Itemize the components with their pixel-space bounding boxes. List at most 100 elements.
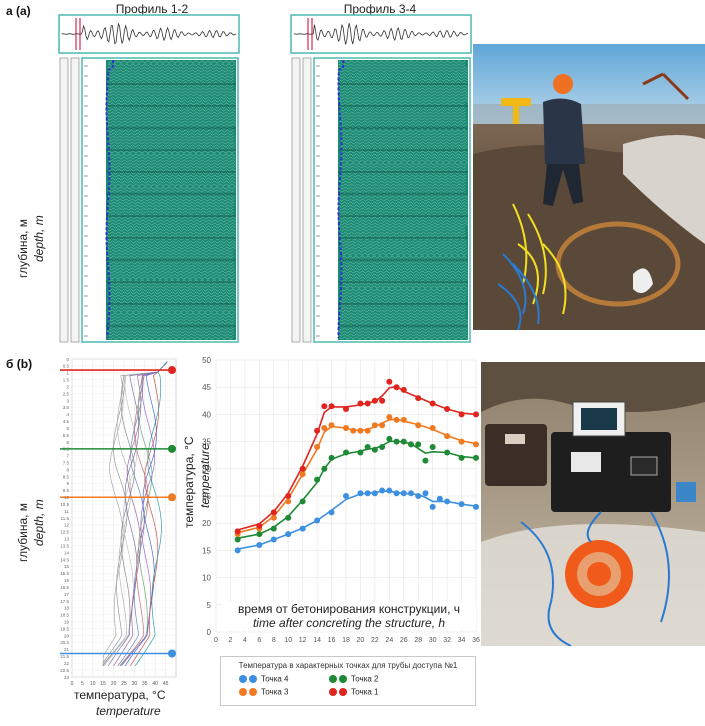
series-point — [314, 476, 321, 483]
depth-y-tick: 9.5 — [63, 488, 70, 493]
depth-curve — [113, 361, 168, 667]
series-point — [299, 498, 306, 505]
series-point — [444, 449, 451, 456]
depth-curve — [107, 361, 168, 667]
depth-y-tick: 17.5 — [60, 599, 69, 604]
series-point — [234, 528, 241, 535]
main-x-tick: 12 — [299, 637, 307, 644]
depth-y-tick: 11 — [64, 509, 69, 514]
series-point — [415, 395, 422, 402]
series-point — [357, 490, 364, 497]
series-point — [379, 487, 386, 494]
series-point — [321, 425, 328, 431]
depth-marker-dot — [168, 493, 176, 502]
main-y-tick: 40 — [202, 410, 211, 419]
series-point — [429, 425, 436, 431]
depth-y-tick: 14 — [64, 550, 70, 555]
series-point — [343, 425, 349, 431]
series-point — [379, 422, 386, 429]
main-x-tick: 36 — [472, 637, 480, 644]
panel-b-label: б (b) — [6, 357, 33, 371]
depth-y-tick: 7.5 — [63, 460, 70, 465]
depth-y-tick: 22 — [64, 661, 70, 666]
profile-2-title: Профиль 3-4 — [343, 2, 417, 16]
series-point — [285, 514, 292, 521]
panel-a-label: а (a) — [6, 4, 31, 18]
legend-label: Точка 4 — [261, 674, 289, 684]
chart-legend: Температура в характерных точках для тру… — [220, 656, 476, 706]
depth-y-tick: 12 — [64, 523, 70, 528]
series-point — [314, 427, 321, 434]
depth-y-tick: 14.5 — [60, 557, 69, 562]
depth-curve — [134, 361, 168, 667]
profile-2-waveform-box — [290, 14, 472, 54]
depth-y-tick: 4.5 — [63, 419, 70, 424]
series-point — [444, 405, 451, 412]
depth-y-tick: 20 — [64, 633, 70, 638]
depth-y-tick: 13 — [64, 537, 70, 542]
main-y-tick: 5 — [207, 601, 212, 610]
depth-y-tick: 9 — [66, 481, 69, 486]
depth-y-tick: 1 — [66, 371, 69, 376]
series-point — [256, 522, 263, 529]
depth-marker-dot — [168, 444, 176, 453]
series-point — [371, 446, 378, 453]
depth-y-tick: 20.5 — [60, 640, 69, 645]
depth-x-tick: 45 — [163, 681, 169, 685]
profile-1-sonic-log — [58, 14, 240, 343]
depth-x-tick: 10 — [90, 681, 96, 685]
depth-curve — [130, 361, 168, 667]
main-x-tick: 14 — [313, 637, 321, 644]
main-x-tick: 28 — [414, 637, 422, 644]
depth-ylabel-ru: глубина, м — [16, 502, 30, 562]
depth-y-tick: 3.5 — [63, 405, 70, 410]
main-x-tick: 24 — [385, 637, 393, 644]
series-point — [393, 490, 400, 497]
depth-temperature-profile: 0 5 10 15 20 25 30 35 40 4500.511.522.533.544.555… — [60, 357, 177, 685]
series-point — [314, 444, 321, 451]
depth-xlabel-en: temperature — [96, 704, 161, 718]
series-point — [270, 509, 277, 516]
series-point — [400, 386, 407, 393]
series-point — [328, 509, 335, 516]
depth-y-tick: 10.5 — [60, 502, 69, 507]
depth-x-tick: 40 — [152, 681, 158, 685]
depth-y-tick: 13.5 — [60, 543, 69, 548]
series-point — [473, 411, 479, 418]
series-point — [270, 536, 277, 543]
series-point — [400, 416, 407, 423]
main-xlabel-ru: время от бетонирования конструкции, ч — [237, 602, 461, 616]
legend-label: Точка 3 — [261, 687, 289, 697]
series-point — [436, 495, 443, 502]
series-point — [364, 400, 371, 407]
depth-x-tick: 35 — [142, 681, 148, 685]
series-point — [256, 531, 263, 538]
series-point — [458, 438, 465, 445]
depth-y-tick: 12.5 — [60, 530, 69, 535]
main-x-tick: 4 — [243, 637, 247, 644]
main-x-tick: 34 — [458, 637, 466, 644]
depth-y-tick: 2.5 — [63, 391, 70, 396]
depth-y-tick: 4 — [66, 412, 69, 417]
series-point — [444, 433, 451, 440]
depth-x-tick: 20 — [111, 681, 117, 685]
series-point — [364, 427, 371, 434]
depth-ylabel-en: depth, m — [32, 499, 46, 546]
series-point — [285, 531, 292, 538]
series-point — [473, 454, 479, 461]
main-xlabel-en: time after concreting the structure, h — [252, 616, 446, 630]
series-point — [444, 498, 451, 505]
series-point — [285, 498, 292, 505]
series-point — [299, 465, 306, 472]
depth-y-tick: 22.5 — [60, 668, 69, 673]
depth-x-tick: 25 — [121, 681, 127, 685]
series-point — [429, 503, 436, 510]
panel-a-ylabel-en-wrap: depth, m — [30, 215, 48, 262]
main-x-tick: 20 — [357, 637, 365, 644]
series-point — [422, 457, 429, 464]
main-x-tick: 6 — [257, 637, 261, 644]
depth-y-tick: 21.5 — [60, 654, 69, 659]
series-point — [386, 435, 393, 442]
series-point — [328, 454, 335, 461]
depth-y-tick: 0.5 — [63, 364, 70, 369]
